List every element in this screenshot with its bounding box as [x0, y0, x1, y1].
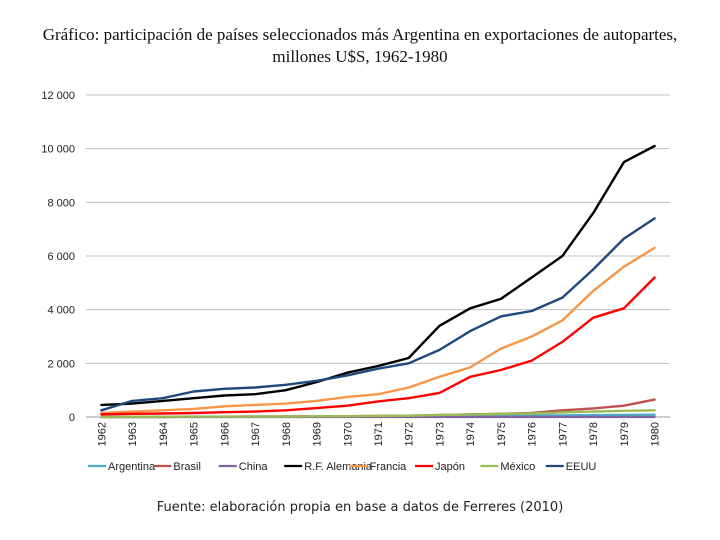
legend-label: China — [239, 461, 269, 473]
x-tick-label: 1967 — [250, 422, 262, 446]
series-lines — [100, 144, 656, 419]
x-tick-label: 1976 — [527, 422, 539, 446]
x-tick-label: 1963 — [127, 422, 139, 446]
x-tick-label: 1973 — [434, 422, 446, 446]
legend-label: EEUU — [566, 461, 597, 473]
y-tick-label: 8 000 — [47, 197, 75, 209]
x-tick-label: 1971 — [373, 422, 385, 446]
legend-label: Brasil — [173, 461, 201, 473]
x-tick-label: 1979 — [619, 422, 631, 446]
series-line-m-xico — [100, 409, 656, 419]
legend-label: Japón — [435, 461, 465, 473]
legend-label: Argentina — [108, 461, 156, 473]
chart-title: Gráfico: participación de países selecci… — [42, 25, 678, 66]
x-tick-label: 1975 — [496, 422, 508, 446]
legend: Argentina Brasil China R.F. AlemaniaFrancia… — [88, 461, 596, 473]
legend-label: Francia — [370, 461, 408, 473]
x-tick-label: 1966 — [219, 422, 231, 446]
y-tick-label: 4 000 — [47, 305, 75, 317]
series-line-eeuu — [100, 217, 656, 412]
series-line-r-f-alemania — [100, 144, 656, 407]
x-tick-label: 1978 — [588, 422, 600, 446]
x-tick-label: 1977 — [557, 422, 569, 446]
y-axis-ticks: 0 2 000 4 000 6 000 8 000 10 000 12 000 — [41, 90, 75, 424]
x-tick-label: 1970 — [342, 422, 354, 446]
y-tick-label: 0 — [69, 412, 75, 424]
source-note: Fuente: elaboración propia en base a dat… — [156, 500, 564, 515]
x-axis-ticks: 1962 1963 1964 1965 1966 1967 1968 1969 1970 1971… — [96, 422, 661, 446]
x-tick-label: 1968 — [281, 422, 293, 446]
x-tick-label: 1980 — [650, 422, 662, 446]
legend-label: México — [500, 461, 535, 473]
series-line-jap-n — [100, 276, 656, 416]
x-tick-label: 1962 — [96, 422, 108, 446]
y-tick-label: 10 000 — [41, 144, 75, 156]
x-tick-label: 1974 — [465, 422, 477, 446]
series-line-francia — [100, 246, 656, 415]
x-tick-label: 1965 — [189, 422, 201, 446]
y-tick-label: 2 000 — [47, 358, 75, 370]
y-tick-label: 12 000 — [41, 90, 75, 102]
y-tick-label: 6 000 — [47, 251, 75, 263]
x-tick-label: 1969 — [312, 422, 324, 446]
x-tick-label: 1964 — [158, 422, 170, 446]
legend-label: R.F. Alemania — [304, 461, 373, 473]
x-tick-label: 1972 — [404, 422, 416, 446]
